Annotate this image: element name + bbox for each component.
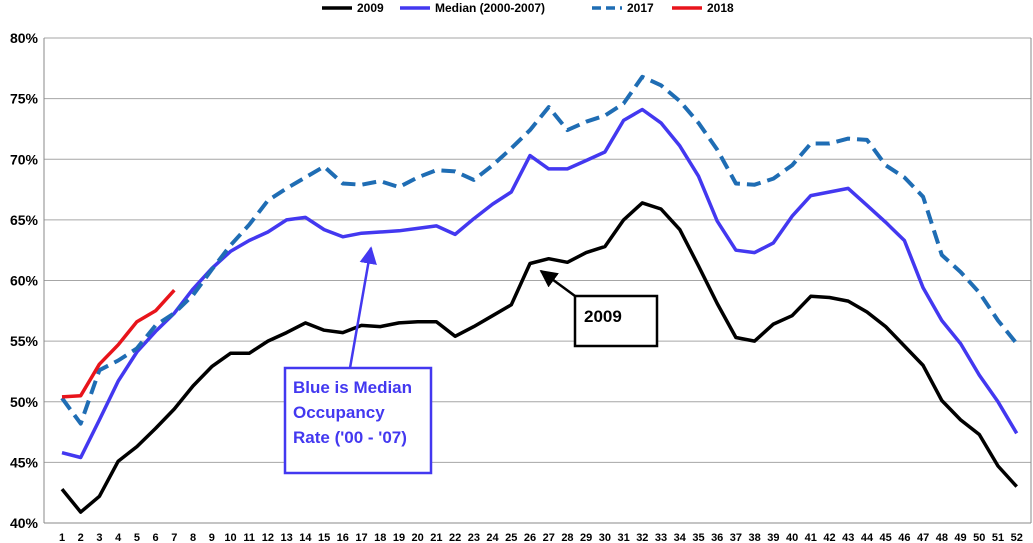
x-tick-label: 36 — [711, 532, 723, 543]
y-tick-label: 75% — [10, 91, 39, 107]
x-tick-label: 44 — [861, 532, 874, 543]
y-tick-label: 55% — [10, 333, 39, 349]
x-tick-label: 22 — [449, 532, 461, 543]
y-tick-label: 60% — [10, 273, 39, 289]
x-tick-label: 3 — [96, 532, 102, 543]
x-tick-label: 48 — [936, 532, 948, 543]
x-tick-label: 46 — [898, 532, 910, 543]
x-tick-label: 49 — [954, 532, 966, 543]
x-tick-label: 39 — [767, 532, 779, 543]
x-tick-label: 37 — [730, 532, 742, 543]
x-tick-label: 27 — [543, 532, 555, 543]
x-tick-label: 41 — [805, 532, 817, 543]
annotation-arrow — [539, 269, 576, 298]
x-tick-label: 18 — [374, 532, 386, 543]
x-tick-label: 13 — [281, 532, 293, 543]
annotation-box — [573, 294, 659, 348]
x-tick-label: 47 — [917, 532, 929, 543]
x-tick-label: 5 — [134, 532, 140, 543]
x-tick-label: 8 — [190, 532, 196, 543]
x-tick-label: 10 — [224, 532, 236, 543]
x-tick-label: 17 — [355, 532, 367, 543]
x-tick-label: 50 — [973, 532, 985, 543]
x-tick-label: 9 — [209, 532, 215, 543]
x-tick-label: 43 — [842, 532, 854, 543]
legend-label: Median (2000-2007) — [435, 1, 545, 15]
x-tick-label: 16 — [337, 532, 349, 543]
x-tick-label: 26 — [524, 532, 536, 543]
y-tick-label: 45% — [10, 454, 39, 470]
series-line — [61, 289, 176, 399]
y-tick-label: 80% — [10, 30, 39, 46]
x-tick-label: 29 — [580, 532, 592, 543]
x-tick-label: 2 — [78, 532, 84, 543]
legend-label: 2009 — [357, 1, 384, 15]
x-tick-label: 52 — [1011, 532, 1023, 543]
annotation-box — [283, 366, 433, 475]
x-tick-label: 42 — [823, 532, 835, 543]
x-tick-label: 45 — [880, 532, 892, 543]
x-tick-label: 33 — [655, 532, 667, 543]
x-tick-label: 20 — [412, 532, 424, 543]
annotation-text: 2009 — [584, 307, 622, 326]
y-tick-label: 70% — [10, 151, 39, 167]
y-tick-label: 40% — [10, 515, 39, 531]
x-tick-label: 51 — [992, 532, 1004, 543]
x-tick-label: 35 — [692, 532, 704, 543]
x-tick-label: 12 — [262, 532, 274, 543]
legend-label: 2018 — [707, 1, 734, 15]
x-tick-label: 19 — [393, 532, 405, 543]
x-tick-label: 6 — [153, 532, 159, 543]
annotation-text: Blue is Median — [293, 378, 412, 397]
x-tick-label: 24 — [486, 532, 499, 543]
x-tick-label: 11 — [243, 532, 255, 543]
annotation-text: Rate ('00 - '07) — [293, 428, 407, 447]
x-tick-label: 4 — [115, 532, 122, 543]
x-tick-label: 7 — [171, 532, 177, 543]
x-tick-label: 40 — [786, 532, 798, 543]
y-tick-label: 65% — [10, 212, 39, 228]
series-line — [61, 107, 1019, 460]
x-tick-label: 1 — [59, 532, 65, 543]
x-tick-label: 21 — [430, 532, 442, 543]
x-tick-label: 23 — [468, 532, 480, 543]
annotation-text: Occupancy — [293, 403, 385, 422]
x-tick-label: 28 — [561, 532, 573, 543]
legend-label: 2017 — [627, 1, 654, 15]
x-tick-label: 32 — [636, 532, 648, 543]
series-line — [60, 74, 1019, 426]
x-tick-label: 15 — [318, 532, 330, 543]
x-tick-label: 30 — [599, 532, 611, 543]
x-tick-label: 38 — [749, 532, 761, 543]
x-tick-label: 31 — [617, 532, 629, 543]
x-tick-label: 34 — [674, 532, 687, 543]
annotation-arrow — [348, 246, 377, 369]
x-tick-label: 14 — [299, 532, 312, 543]
y-tick-label: 50% — [10, 394, 39, 410]
x-tick-label: 25 — [505, 532, 517, 543]
series-line — [60, 201, 1018, 514]
